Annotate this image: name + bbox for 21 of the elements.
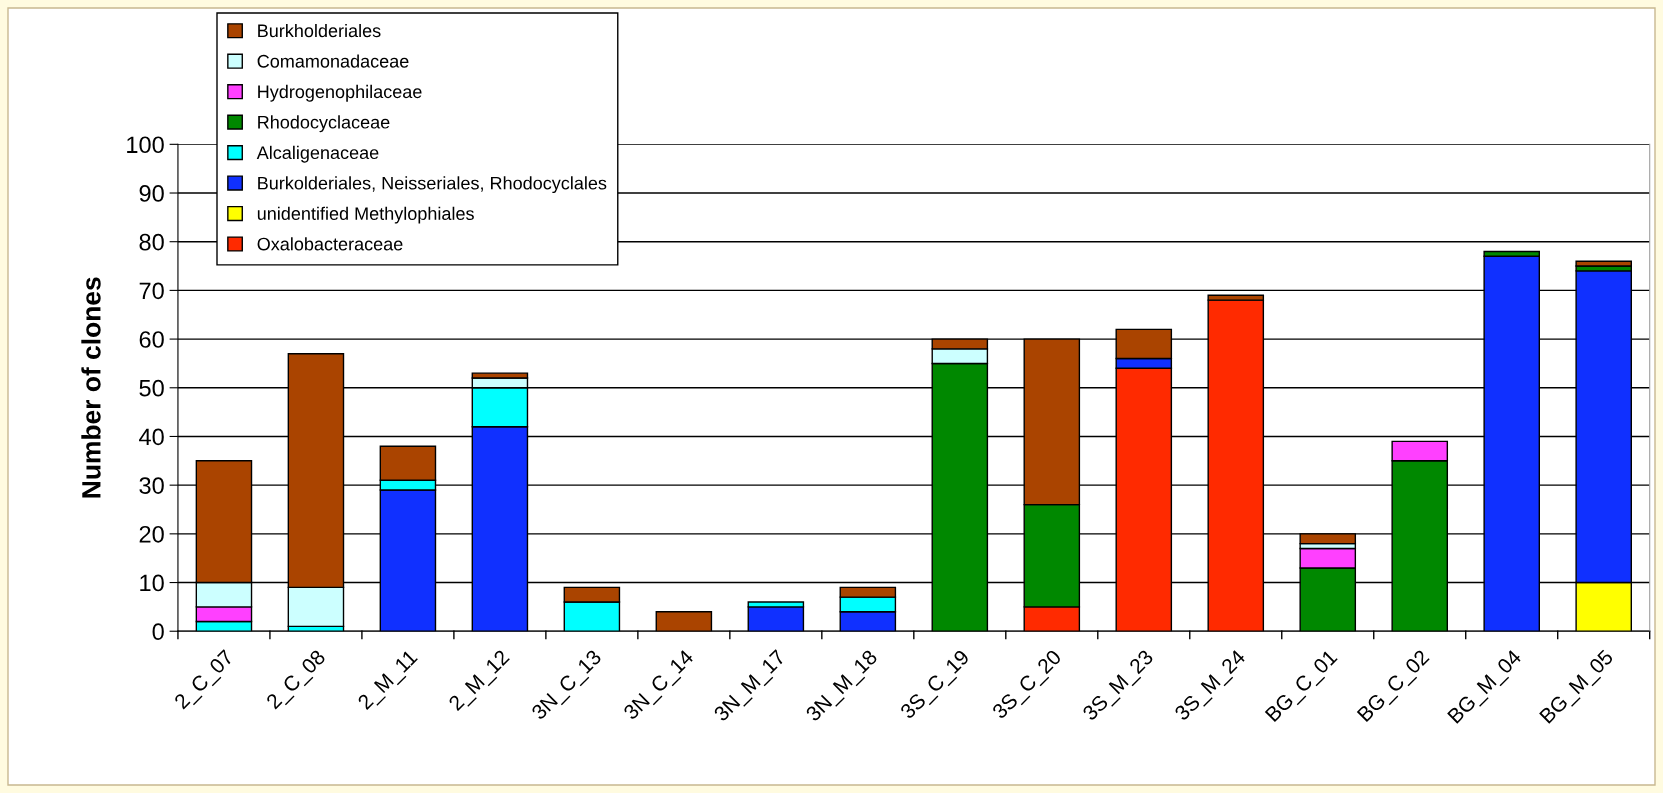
y-tick-label: 100: [127, 136, 164, 154]
y-axis-title: Number of clones: [81, 277, 101, 498]
y-tick-label: 70: [139, 282, 164, 300]
y-tick-label: 0: [152, 623, 164, 641]
bar: [655, 611, 713, 632]
y-tick-label: 40: [139, 428, 164, 446]
legend-label: Burkolderiales, Neisseriales, Rhodocyclales: [258, 176, 607, 194]
legend-label: unidentified Methylophiales: [257, 206, 474, 224]
y-tick-label: 50: [139, 379, 164, 397]
y-tick-label: 20: [139, 525, 164, 543]
legend-label: Hydrogenophilaceae: [258, 84, 422, 102]
legend-label: Burkholderiales: [258, 23, 381, 38]
legend-label: Comamonadaceae: [257, 54, 409, 68]
y-tick-label: 80: [139, 233, 164, 251]
y-tick-label: 30: [139, 477, 164, 494]
y-tick-label: 10: [140, 574, 164, 592]
legend-label: Oxalobacteraceae: [257, 237, 403, 251]
legend-label: Alcaligenaceae: [256, 145, 379, 163]
y-tick-label: 60: [139, 331, 164, 348]
y-tick-label: 90: [139, 185, 164, 202]
legend-label: Rhodocyclaceae: [258, 115, 390, 133]
